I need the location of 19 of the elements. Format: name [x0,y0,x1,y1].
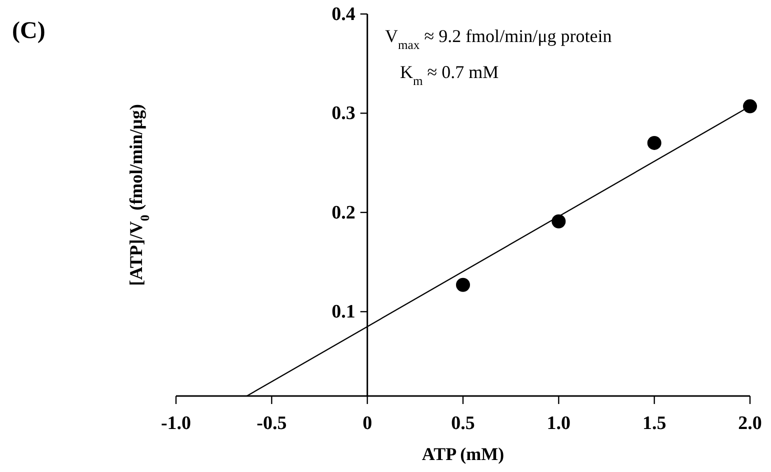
y-tick-label: 0.1 [332,302,356,323]
x-tick-label: -0.5 [256,413,287,434]
point [552,214,566,228]
chart-title: (C) [12,18,46,44]
annotation: V$_{max}$ ≈ 9.2 fmol/min/μg protein [385,26,612,52]
point [743,99,757,114]
y-tick-label: 0.4 [332,4,356,25]
x-tick-label: 2.0 [738,413,762,434]
point [456,278,470,292]
y-tick-label: 0.2 [332,202,356,224]
x-tick-label: 1.5 [642,413,666,434]
y-tick-label: 0.3 [332,103,356,124]
x-tick-label: 0 [362,413,372,434]
annotation: K$_{m}$ ≈ 0.7 mM [400,62,499,88]
x-tick-label: 0.5 [451,413,475,434]
x-axis-title: ATP (mM) [422,444,504,464]
x-tick-label: -1.0 [160,413,192,434]
point [647,136,662,150]
x-tick-label: 1.0 [546,413,571,434]
